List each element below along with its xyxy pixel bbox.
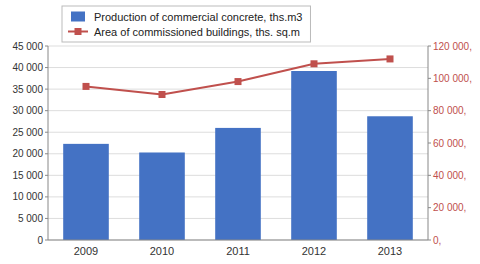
- x-axis-line: [48, 240, 428, 241]
- plot-area: [63, 55, 413, 240]
- grid-line: [48, 110, 428, 111]
- y2-tick: [428, 143, 431, 144]
- y-tick-label: 25 000: [12, 127, 43, 138]
- bar: [63, 144, 109, 240]
- y-tick: [45, 67, 48, 68]
- bar: [139, 152, 185, 240]
- bar: [291, 71, 337, 240]
- grid-line: [48, 46, 428, 47]
- y-tick-label: 35 000: [12, 84, 43, 95]
- y2-tick: [428, 240, 431, 241]
- x-tick-label: 2009: [74, 245, 98, 257]
- legend-box: [62, 6, 310, 42]
- y-tick-label: 20 000: [12, 148, 43, 159]
- marker: [311, 60, 318, 67]
- marker: [83, 83, 90, 90]
- legend-swatch: [71, 12, 85, 22]
- y-tick: [45, 46, 48, 47]
- marker: [235, 78, 242, 85]
- x-tick-label: 2013: [378, 245, 402, 257]
- y-tick: [45, 153, 48, 154]
- grid-line: [48, 240, 428, 241]
- y-tick: [45, 196, 48, 197]
- marker: [159, 91, 166, 98]
- legend-label: Area of commissioned buildings, ths. sq.…: [94, 26, 300, 38]
- y2-tick: [428, 110, 431, 111]
- y2-tick: [428, 78, 431, 79]
- y-tick-label: 15 000: [12, 170, 43, 181]
- y2-tick: [428, 207, 431, 208]
- y-tick: [45, 89, 48, 90]
- y2-tick-label: 20 000,: [433, 202, 466, 213]
- legend: Production of commercial concrete, ths.m…: [62, 6, 310, 42]
- y2-tick-label: 60 000,: [433, 138, 466, 149]
- y-tick-label: 5 000: [18, 213, 43, 224]
- y2-tick-label: 0,: [433, 235, 441, 246]
- y-tick-label: 30 000: [12, 105, 43, 116]
- x-tick-label: 2012: [302, 245, 326, 257]
- x-tick-label: 2011: [226, 245, 250, 257]
- y-tick: [45, 240, 48, 241]
- x-tick-label: 2010: [150, 245, 174, 257]
- line: [86, 59, 390, 95]
- y2-tick-label: 80 000,: [433, 105, 466, 116]
- y-tick-label: 45 000: [12, 41, 43, 52]
- y-tick-label: 10 000: [12, 191, 43, 202]
- legend-marker: [75, 28, 82, 35]
- grid-line: [48, 67, 428, 68]
- y2-tick-label: 120 000,: [433, 41, 472, 52]
- bar: [215, 128, 261, 240]
- y-tick: [45, 175, 48, 176]
- y2-tick-label: 40 000,: [433, 170, 466, 181]
- y2-tick: [428, 46, 431, 47]
- legend-label: Production of commercial concrete, ths.m…: [94, 11, 302, 23]
- marker: [387, 55, 394, 62]
- chart: 0 5 000 10 000 15 000 20 000 25 000 30 000 35 0…: [0, 0, 480, 264]
- y-tick-label: 0: [37, 235, 43, 246]
- y-axis-line: [48, 46, 49, 240]
- y-tick: [45, 110, 48, 111]
- axes: 0 5 000 10 000 15 000 20 000 25 000 30 000 35 0…: [12, 41, 472, 258]
- y-tick: [45, 132, 48, 133]
- grid: [48, 46, 428, 240]
- y2-tick: [428, 175, 431, 176]
- bar: [367, 116, 413, 240]
- y-tick: [45, 218, 48, 219]
- y2-tick-label: 100 000,: [433, 73, 472, 84]
- y-tick-label: 40 000: [12, 62, 43, 73]
